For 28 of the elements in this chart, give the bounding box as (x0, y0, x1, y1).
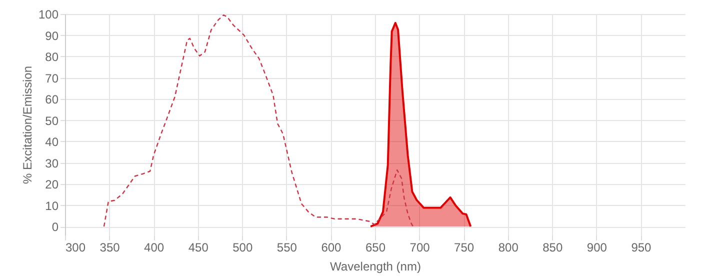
x-tick-label: 850 (542, 240, 563, 254)
line-series (103, 14, 414, 228)
y-tick-label: 100 (38, 8, 59, 22)
x-tick-label: 300 (66, 240, 86, 254)
x-tick-label: 950 (631, 240, 652, 254)
x-tick-label: 450 (188, 240, 209, 254)
y-tick-label: 40 (45, 135, 59, 149)
y-tick-label: 90 (45, 28, 59, 43)
x-tick-label: 600 (321, 240, 342, 254)
x-tick-label: 750 (454, 240, 474, 254)
x-tick-label: 400 (144, 240, 164, 254)
y-tick-label: 20 (45, 178, 59, 192)
y-tick-label: 50 (45, 114, 59, 128)
x-axis-title: Wavelength (nm) (330, 260, 421, 274)
x-tick-label: 700 (410, 240, 430, 254)
y-axis-title: % Excitation/Emission (20, 66, 34, 184)
y-tick-label: 70 (45, 71, 59, 86)
y-tick-label: 60 (45, 92, 59, 106)
x-tick-label: 800 (498, 240, 519, 254)
y-tick-label: 30 (45, 156, 59, 170)
x-tick-label: 500 (232, 240, 253, 254)
x-tick-label: 350 (100, 240, 120, 254)
x-tick-label: 900 (586, 240, 608, 254)
y-tick-label: 10 (45, 198, 59, 213)
y-tick-label: 0 (52, 220, 59, 234)
y-tick-label: 80 (45, 50, 59, 64)
x-tick-label: 550 (276, 240, 298, 254)
x-tick-label: 650 (365, 240, 386, 254)
